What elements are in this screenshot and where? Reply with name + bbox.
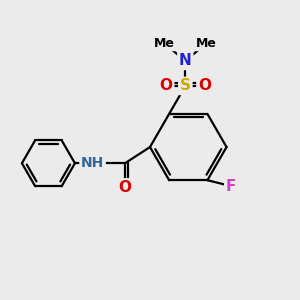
Text: O: O	[118, 180, 131, 195]
Text: O: O	[198, 78, 211, 93]
Text: F: F	[226, 178, 236, 194]
Text: Me: Me	[196, 37, 217, 50]
Text: Me: Me	[154, 37, 175, 50]
Text: NH: NH	[81, 156, 104, 170]
Text: S: S	[180, 78, 191, 93]
Text: O: O	[160, 78, 173, 93]
Text: N: N	[179, 53, 192, 68]
